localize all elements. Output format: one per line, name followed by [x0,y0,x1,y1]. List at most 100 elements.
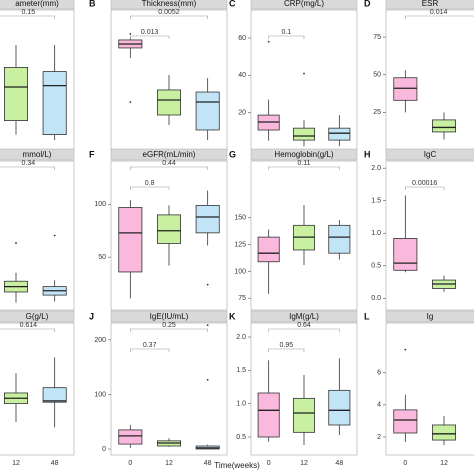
x-tick-label: 12 [165,460,173,467]
plot-frame [110,160,228,311]
box [393,409,418,434]
p-value: 0.014 [430,9,448,16]
box [195,91,220,131]
plot-frame [250,160,358,311]
panel-header [0,0,75,10]
significance-bracket [405,186,445,190]
p-value: 0.37 [143,342,157,349]
y-tick-label: 200 [94,337,106,344]
significance-bracket [130,15,208,19]
y-tick-label: 50 [373,72,381,79]
panel-header [110,310,228,323]
y-tick-label: 0.5 [371,263,381,270]
x-axis-title: Time(weeks) [214,461,260,470]
x-tick-label: 48 [204,460,212,467]
panel-header [0,148,75,161]
panel-title: G(g/L) [26,312,49,321]
p-value: 0.11 [297,160,310,167]
panel-letter: F [89,149,95,159]
panel-header [250,0,358,10]
panel-header [385,0,474,10]
box [195,204,220,234]
outlier [206,378,209,381]
y-tick-label: 1.5 [371,198,381,205]
p-value: 0.1 [281,29,291,36]
significance-bracket [405,15,474,19]
significance-bracket [268,35,305,39]
outlier [206,283,209,286]
plot-frame [385,160,474,311]
y-tick-label: 1.5 [236,367,246,374]
box [156,214,181,244]
box [156,89,181,116]
panel-header [385,148,474,161]
box [328,127,351,141]
x-tick-label: 12 [300,460,308,467]
y-tick-label: 0.5 [236,434,246,441]
y-tick-label: 2.0 [236,334,246,341]
y-tick-label: 60 [238,35,246,42]
outlier [267,40,270,43]
box [42,71,67,135]
p-value: 0.34 [22,160,36,167]
panel-letter: B [89,0,96,8]
panel-title: Hemoglobin(g/L) [274,150,333,159]
y-tick-label: 0 [102,446,106,453]
y-tick-label: 75 [238,295,246,302]
y-tick-label: 50 [98,254,106,261]
x-tick-label: 0 [128,460,132,467]
outlier [404,348,407,351]
y-tick-label: 100 [94,391,106,398]
panel-header [385,310,474,323]
panel-title: ESR [422,0,439,8]
y-tick-label: 0.0 [371,295,381,302]
y-tick-label: 40 [238,72,246,79]
y-tick-label: 25 [373,109,381,116]
panel-title: IgM(g/L) [289,312,319,321]
significance-bracket [0,15,55,19]
x-tick-label: 12 [440,460,448,467]
box [431,424,456,441]
y-tick-label: 1.0 [371,230,381,237]
box [42,387,67,403]
p-value: 0.00016 [412,180,437,187]
significance-bracket [268,328,340,332]
y-tick-label: 100 [234,268,246,275]
panel-header [110,0,228,10]
y-tick-label: 4 [377,402,381,409]
panel-letter: G [229,149,236,159]
box [118,207,143,273]
panel-title: ameter(mm) [15,0,59,8]
outlier [53,234,56,237]
y-tick-label: 100 [94,201,106,208]
panel-letter: J [89,311,94,321]
y-tick-label: 75 [373,34,381,41]
p-value: 0.64 [297,322,311,329]
x-tick-label: 0 [267,460,271,467]
box [257,392,280,438]
plot-frame [0,322,75,456]
panel-header [250,148,358,161]
p-value: 0.15 [22,9,36,16]
outlier [15,242,17,244]
panel-title: Thickness(mm) [142,0,197,8]
y-tick-label: 6 [377,370,381,377]
significance-bracket [268,348,305,352]
box [431,119,456,133]
x-tick-label: 0 [403,460,407,467]
significance-bracket [130,186,170,190]
box [393,238,418,271]
p-value: 0.95 [280,342,294,349]
panel-title: IgE(IU/mL) [150,312,189,321]
y-tick-label: 20 [238,110,246,117]
panel-title: Ig [427,312,434,321]
significance-bracket [130,35,170,39]
outlier [206,324,209,327]
significance-bracket [130,348,170,352]
x-tick-label: 48 [335,460,343,467]
p-value: 0.8 [145,180,155,187]
panel-header [0,310,75,323]
significance-bracket [0,166,55,170]
box [328,389,351,426]
